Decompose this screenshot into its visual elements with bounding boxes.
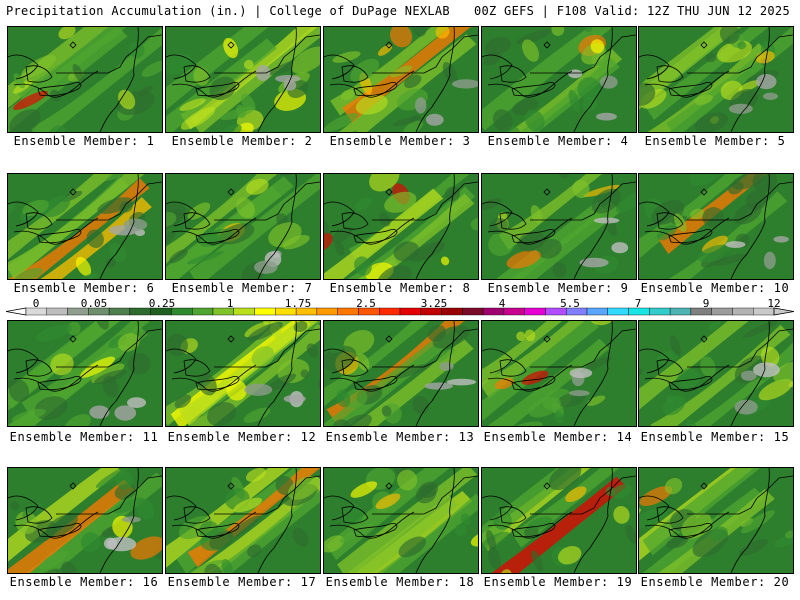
colorbar-swatch [379, 307, 401, 316]
colorbar-tick-label: 0.05 [80, 297, 108, 310]
colorbar-right-arrow [773, 307, 794, 316]
colorbar-swatch [669, 307, 692, 316]
ensemble-member-map [323, 173, 479, 280]
ensemble-member-label: Ensemble Member: 19 [483, 575, 633, 589]
colorbar-tick-label: 7 [634, 297, 642, 310]
colorbar-swatch [254, 307, 276, 316]
ensemble-member-label: Ensemble Member: 10 [640, 281, 790, 295]
ensemble-member-map [481, 320, 637, 427]
colorbar-swatch [711, 307, 733, 316]
ensemble-member-map [323, 26, 479, 133]
ensemble-member-label: Ensemble Member: 4 [487, 134, 629, 148]
colorbar-swatch [524, 307, 546, 316]
ensemble-member-label: Ensemble Member: 17 [167, 575, 317, 589]
ensemble-member-label: Ensemble Member: 7 [171, 281, 313, 295]
ensemble-member-label: Ensemble Member: 12 [167, 430, 317, 444]
ensemble-member-label: Ensemble Member: 5 [644, 134, 786, 148]
colorbar-swatch [649, 307, 671, 316]
ensemble-member-map [481, 26, 637, 133]
colorbar-tick-label: 3.25 [420, 297, 448, 310]
ensemble-member-label: Ensemble Member: 1 [13, 134, 155, 148]
ensemble-member-label: Ensemble Member: 2 [171, 134, 313, 148]
ensemble-member-map [7, 320, 163, 427]
colorbar-swatch [586, 307, 608, 316]
colorbar-swatch [503, 307, 525, 316]
colorbar-swatch [108, 307, 131, 316]
colorbar-swatch [462, 307, 484, 316]
ensemble-member-map [481, 467, 637, 574]
colorbar-tick-label: 9 [702, 297, 710, 310]
ensemble-member-map [165, 467, 321, 574]
ensemble-member-label: Ensemble Member: 11 [9, 430, 159, 444]
ensemble-member-map [7, 173, 163, 280]
ensemble-member-label: Ensemble Member: 8 [329, 281, 471, 295]
colorbar-swatch [192, 307, 214, 316]
ensemble-member-map [323, 467, 479, 574]
colorbar-swatch [46, 307, 68, 316]
ensemble-member-map [638, 467, 794, 574]
colorbar-tick-label: 1 [226, 297, 234, 310]
colorbar-tick-label: 5.5 [560, 297, 580, 310]
ensemble-member-map [638, 26, 794, 133]
header-run-info: 00Z GEFS | F108 Valid: 12Z THU JUN 12 20… [473, 4, 790, 18]
colorbar-swatch [399, 307, 421, 316]
colorbar-tick-label: 2.5 [356, 297, 376, 310]
ensemble-member-label: Ensemble Member: 15 [640, 430, 790, 444]
colorbar-tick-label: 1.75 [284, 297, 312, 310]
ensemble-member-label: Ensemble Member: 18 [325, 575, 475, 589]
colorbar-tick-label: 0 [32, 297, 40, 310]
ensemble-member-label: Ensemble Member: 14 [483, 430, 633, 444]
ensemble-member-label: Ensemble Member: 3 [329, 134, 471, 148]
colorbar-swatch [233, 307, 255, 316]
ensemble-member-map [7, 26, 163, 133]
colorbar-tick-label: 4 [498, 297, 506, 310]
colorbar-tick-label: 12 [767, 297, 781, 310]
ensemble-member-map [165, 320, 321, 427]
ensemble-member-map [165, 173, 321, 280]
ensemble-member-label: Ensemble Member: 9 [487, 281, 629, 295]
ensemble-member-map [481, 173, 637, 280]
ensemble-member-label: Ensemble Member: 20 [640, 575, 790, 589]
colorbar-swatch [607, 307, 629, 316]
ensemble-member-label: Ensemble Member: 6 [13, 281, 155, 295]
ensemble-member-map [638, 320, 794, 427]
colorbar-tick-label: 0.25 [148, 297, 176, 310]
ensemble-member-map [638, 173, 794, 280]
ensemble-member-map [323, 320, 479, 427]
ensemble-member-map [7, 467, 163, 574]
ensemble-member-map [165, 26, 321, 133]
colorbar-swatch [129, 307, 151, 316]
colorbar-swatch [316, 307, 338, 316]
colorbar-left-arrow [6, 307, 27, 316]
colorbar-swatch [732, 307, 754, 316]
ensemble-member-label: Ensemble Member: 16 [9, 575, 159, 589]
precipitation-colorbar [6, 307, 794, 316]
header-title: Precipitation Accumulation (in.) | Colle… [6, 4, 450, 18]
ensemble-member-label: Ensemble Member: 13 [325, 430, 475, 444]
